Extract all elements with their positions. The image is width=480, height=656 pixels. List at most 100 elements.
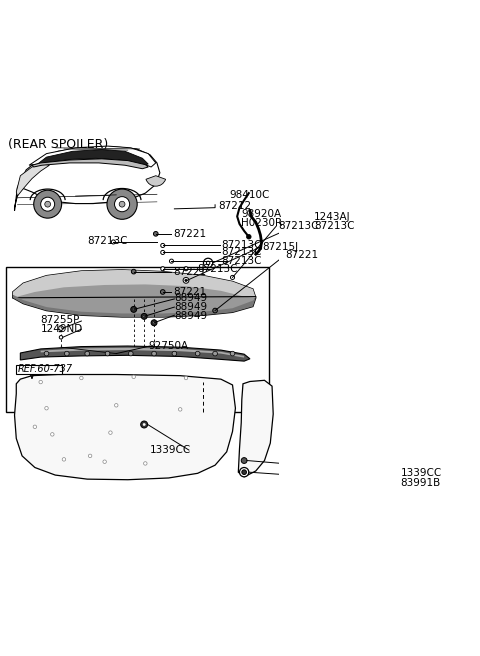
Circle shape xyxy=(172,351,177,356)
Circle shape xyxy=(230,276,235,279)
Text: 88949: 88949 xyxy=(174,293,207,303)
Circle shape xyxy=(195,351,200,356)
Circle shape xyxy=(64,351,69,356)
Text: 88949: 88949 xyxy=(174,311,207,321)
Circle shape xyxy=(88,454,92,458)
Text: 87213C: 87213C xyxy=(314,221,354,232)
Polygon shape xyxy=(32,159,148,169)
Text: 98410C: 98410C xyxy=(229,190,270,200)
Circle shape xyxy=(44,351,49,356)
Circle shape xyxy=(111,240,115,244)
Circle shape xyxy=(107,189,137,219)
Circle shape xyxy=(131,306,137,312)
Circle shape xyxy=(184,267,188,271)
Circle shape xyxy=(204,258,213,268)
Circle shape xyxy=(62,458,66,461)
Circle shape xyxy=(161,267,165,271)
Circle shape xyxy=(144,462,147,465)
Circle shape xyxy=(143,423,145,426)
Circle shape xyxy=(154,232,158,236)
Circle shape xyxy=(45,407,48,410)
Text: (REAR SPOILER): (REAR SPOILER) xyxy=(8,138,108,151)
Circle shape xyxy=(161,243,165,247)
Circle shape xyxy=(213,308,217,313)
Text: 83991B: 83991B xyxy=(400,478,441,487)
Circle shape xyxy=(153,321,155,324)
Circle shape xyxy=(59,325,63,331)
Text: 87213C: 87213C xyxy=(221,240,262,250)
Text: 1339CC: 1339CC xyxy=(149,445,191,455)
Circle shape xyxy=(206,261,210,264)
Polygon shape xyxy=(239,380,273,477)
Text: 87221: 87221 xyxy=(173,266,206,277)
Circle shape xyxy=(115,197,130,212)
Text: 87215J: 87215J xyxy=(263,241,299,252)
Circle shape xyxy=(213,351,217,356)
Circle shape xyxy=(108,431,112,434)
Circle shape xyxy=(34,190,61,218)
Text: 87213C: 87213C xyxy=(198,264,238,274)
Circle shape xyxy=(60,336,63,339)
Text: H0230R: H0230R xyxy=(241,218,282,228)
Circle shape xyxy=(45,201,50,207)
Polygon shape xyxy=(16,164,49,196)
Circle shape xyxy=(246,234,251,239)
Polygon shape xyxy=(29,146,156,167)
Polygon shape xyxy=(20,346,250,361)
Polygon shape xyxy=(14,147,160,211)
Text: 87213C: 87213C xyxy=(221,247,262,257)
Circle shape xyxy=(141,314,147,319)
Circle shape xyxy=(105,351,110,356)
Circle shape xyxy=(183,277,189,283)
Circle shape xyxy=(80,377,83,380)
Text: 87255P: 87255P xyxy=(41,316,80,325)
Circle shape xyxy=(179,407,182,411)
Circle shape xyxy=(160,290,165,295)
Circle shape xyxy=(151,320,157,325)
Circle shape xyxy=(143,316,145,318)
Circle shape xyxy=(50,433,54,436)
Polygon shape xyxy=(41,348,244,358)
Polygon shape xyxy=(14,375,235,480)
Circle shape xyxy=(141,421,148,428)
Text: 87213C: 87213C xyxy=(278,221,318,232)
Wedge shape xyxy=(146,176,166,186)
Circle shape xyxy=(241,458,247,463)
Circle shape xyxy=(119,201,125,207)
Text: 1243AJ: 1243AJ xyxy=(314,212,350,222)
Text: 87213C: 87213C xyxy=(221,256,262,266)
Text: 87221: 87221 xyxy=(173,229,206,239)
Polygon shape xyxy=(13,295,256,317)
Circle shape xyxy=(161,251,165,255)
Circle shape xyxy=(152,351,156,356)
Text: 87212: 87212 xyxy=(218,201,251,211)
Circle shape xyxy=(185,279,187,281)
Text: 92750A: 92750A xyxy=(149,341,189,351)
Text: 87221: 87221 xyxy=(285,251,318,260)
Text: 98920A: 98920A xyxy=(241,209,281,219)
Polygon shape xyxy=(13,270,256,317)
Circle shape xyxy=(39,380,42,384)
Text: REF.60-737: REF.60-737 xyxy=(17,364,72,375)
Circle shape xyxy=(129,351,133,356)
Circle shape xyxy=(132,270,136,274)
Polygon shape xyxy=(13,270,256,298)
Circle shape xyxy=(240,468,249,477)
Circle shape xyxy=(184,377,188,380)
Text: 88949: 88949 xyxy=(174,302,207,312)
Circle shape xyxy=(41,197,55,211)
Circle shape xyxy=(230,351,235,356)
Text: 87221: 87221 xyxy=(173,287,206,297)
FancyBboxPatch shape xyxy=(16,365,62,374)
Circle shape xyxy=(132,308,135,310)
Circle shape xyxy=(85,351,89,356)
Text: 1339CC: 1339CC xyxy=(400,468,442,478)
Circle shape xyxy=(115,403,118,407)
Circle shape xyxy=(132,375,135,379)
Text: 1249ND: 1249ND xyxy=(41,324,83,334)
Circle shape xyxy=(242,470,246,474)
Circle shape xyxy=(103,460,107,463)
Polygon shape xyxy=(36,150,148,166)
Circle shape xyxy=(33,425,36,428)
Text: 87213C: 87213C xyxy=(87,236,128,246)
